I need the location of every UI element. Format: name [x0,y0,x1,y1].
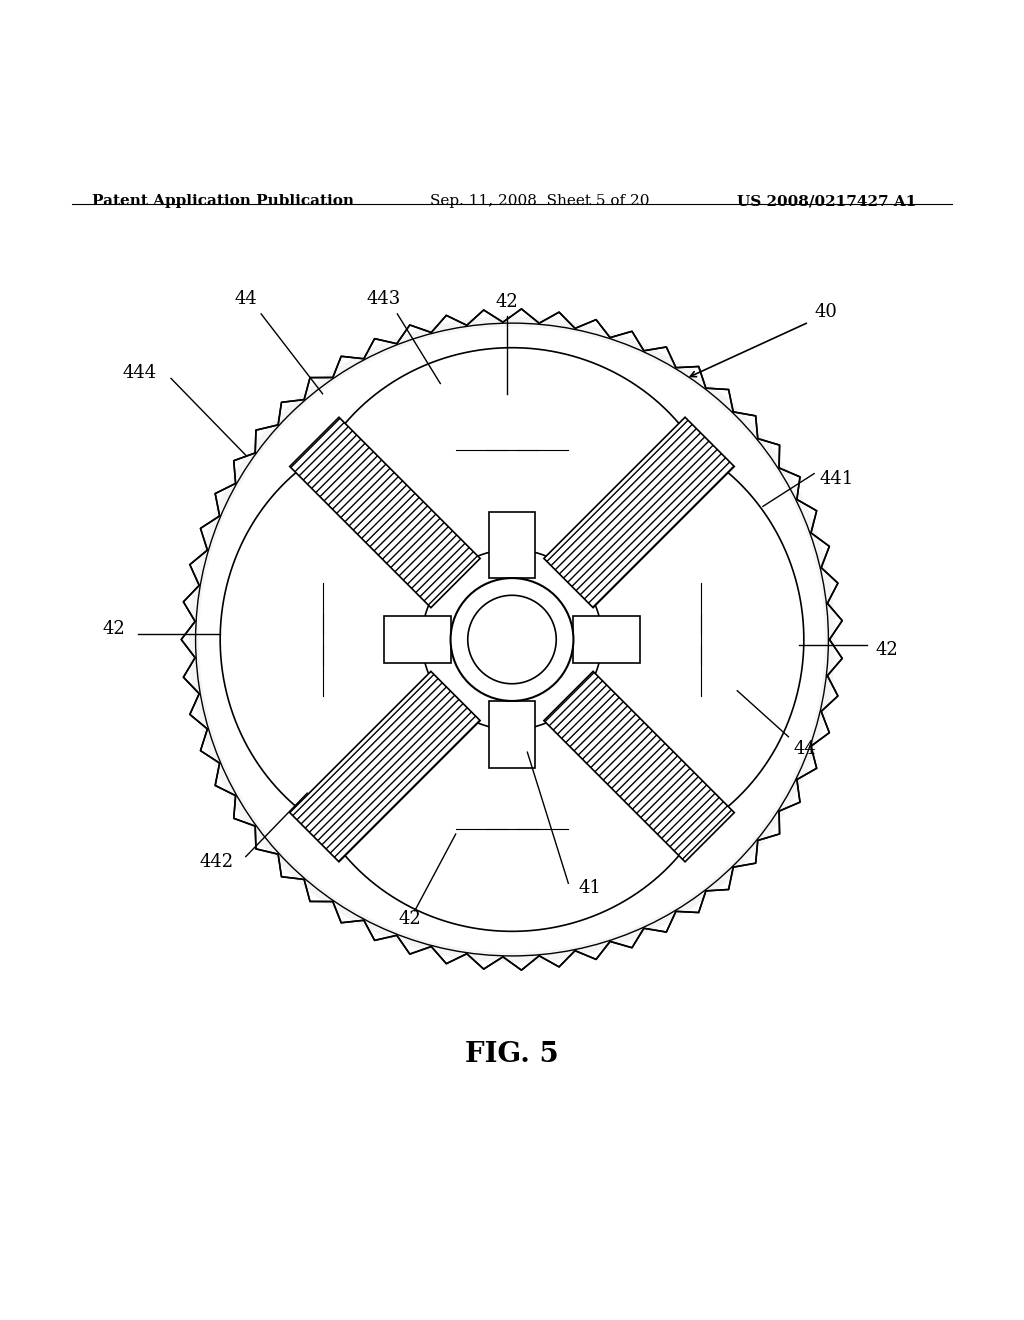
Circle shape [189,317,835,962]
Text: 442: 442 [200,853,233,871]
Text: 41: 41 [579,879,601,898]
Polygon shape [573,616,640,663]
Polygon shape [384,616,451,663]
Circle shape [451,578,573,701]
Polygon shape [544,417,734,607]
Polygon shape [220,459,445,820]
Circle shape [468,595,556,684]
Text: 441: 441 [819,470,853,488]
Text: 444: 444 [123,364,157,383]
Text: 42: 42 [876,642,898,659]
Polygon shape [290,417,480,607]
Text: 40: 40 [814,304,837,321]
Text: 42: 42 [496,293,518,310]
Text: 44: 44 [794,741,816,758]
Text: FIG. 5: FIG. 5 [465,1040,559,1068]
Text: 443: 443 [367,289,401,308]
Polygon shape [333,706,691,932]
Polygon shape [489,701,535,767]
Text: 42: 42 [398,911,421,928]
Text: Sep. 11, 2008  Sheet 5 of 20: Sep. 11, 2008 Sheet 5 of 20 [430,194,649,209]
Text: 42: 42 [102,620,125,639]
Circle shape [203,330,821,949]
Polygon shape [579,459,804,820]
Circle shape [200,327,824,952]
Text: US 2008/0217427 A1: US 2008/0217427 A1 [737,194,916,209]
Text: 44: 44 [234,289,257,308]
Polygon shape [333,347,691,573]
Polygon shape [290,672,480,862]
Polygon shape [489,512,535,578]
Polygon shape [544,672,734,862]
Text: Patent Application Publication: Patent Application Publication [92,194,354,209]
